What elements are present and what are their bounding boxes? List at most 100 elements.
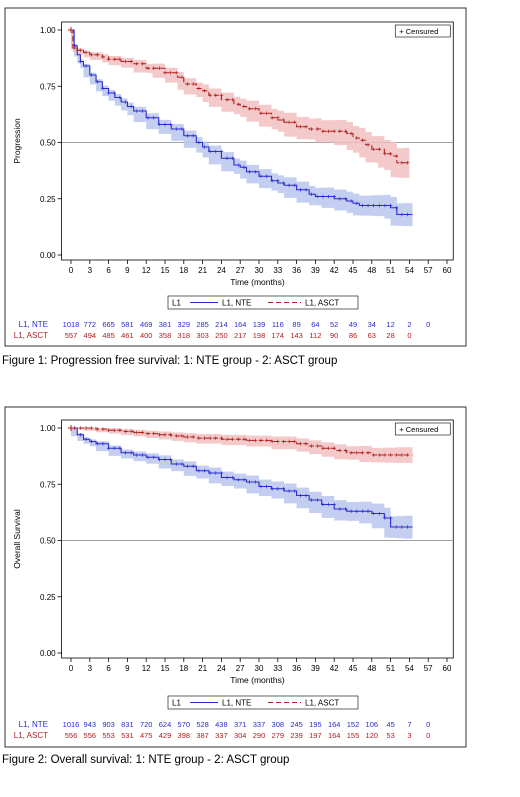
censor-mark [309, 498, 314, 502]
risk-value-nte: 772 [84, 320, 97, 329]
risk-label-nte: L1, NTE [19, 320, 48, 329]
censor-mark [185, 464, 190, 469]
censor-mark [298, 441, 303, 446]
censor-mark [292, 120, 297, 125]
x-tick-label: 30 [255, 664, 264, 673]
censor-mark [106, 91, 111, 95]
risk-value-asct: 90 [330, 331, 338, 340]
censor-mark [304, 441, 308, 446]
risk-value-nte: 469 [140, 320, 153, 329]
censor-mark [123, 100, 128, 104]
censor-mark [118, 95, 122, 100]
censor-mark [168, 70, 173, 75]
censor-mark [343, 196, 348, 201]
censor-mark [242, 437, 246, 442]
censor-mark [394, 154, 399, 158]
censor-mark [202, 468, 207, 473]
legend-box [167, 695, 359, 710]
y-tick-label: 0.75 [40, 480, 56, 489]
censor-mark [394, 525, 399, 529]
censor-mark [225, 437, 229, 442]
risk-value-asct: 398 [178, 731, 191, 740]
risk-value-asct: 197 [309, 731, 322, 740]
censor-mark [287, 183, 291, 188]
censor-mark [264, 484, 269, 489]
censor-mark [292, 489, 297, 493]
censor-mark [253, 106, 258, 111]
risk-value-asct: 155 [347, 731, 360, 740]
censor-mark [405, 453, 410, 457]
risk-value-asct: 485 [102, 331, 115, 340]
censor-mark [338, 196, 342, 201]
censor-mark [366, 450, 370, 455]
y-tick-label: 0.50 [40, 537, 56, 546]
risk-value-nte: 720 [140, 720, 153, 729]
censor-mark [287, 439, 291, 444]
confidence-band-nte [71, 428, 413, 539]
censor-mark [95, 427, 100, 431]
x-tick-label: 27 [236, 266, 245, 275]
censor-mark [129, 429, 133, 434]
censor-mark [354, 509, 359, 514]
censor-mark [371, 147, 376, 152]
risk-value-asct: 553 [102, 731, 115, 740]
censor-mark [180, 75, 184, 80]
censor-mark [236, 102, 241, 107]
censor-mark [270, 115, 274, 120]
censor-mark [394, 453, 399, 457]
figure-2-caption: Figure 2: Overall survival: 1: NTE group… [2, 754, 290, 766]
risk-value-nte: 116 [272, 320, 284, 329]
censor-mark [332, 502, 336, 507]
x-tick-label: 54 [405, 266, 414, 275]
censor-mark [315, 127, 320, 131]
censor-mark [208, 471, 212, 475]
censor-mark [163, 70, 167, 75]
censor-mark [315, 194, 320, 199]
risk-value-asct: 461 [121, 331, 134, 340]
plot-area [61, 419, 454, 659]
risk-value-nte: 371 [234, 720, 247, 729]
censor-mark [259, 111, 263, 116]
x-axis-label: Time (months) [230, 675, 285, 685]
risk-value-nte: 528 [196, 720, 209, 729]
censor-mark [174, 434, 179, 438]
censor-mark [349, 450, 353, 455]
y-axis-label: Overall Survival [12, 509, 22, 569]
censor-mark [292, 183, 297, 188]
x-tick-label: 51 [386, 266, 395, 275]
censor-mark [202, 88, 207, 93]
censor-mark [343, 507, 348, 511]
censor-mark [247, 480, 252, 484]
risk-value-nte: 64 [311, 320, 319, 329]
censor-mark [270, 178, 274, 183]
censor-mark [321, 446, 325, 451]
censor-mark [89, 426, 94, 430]
risk-value-nte: 624 [159, 720, 172, 729]
y-tick-label: 0.00 [40, 251, 56, 260]
censor-mark [230, 97, 235, 102]
censor-marks-asct [72, 46, 410, 165]
censor-mark [405, 212, 410, 217]
x-tick-label: 24 [217, 266, 226, 275]
censor-mark [304, 124, 308, 129]
censor-mark [168, 432, 173, 437]
censor-mark [118, 428, 122, 433]
x-tick-label: 15 [161, 266, 170, 275]
censor-marks-nte [72, 43, 410, 217]
censor-mark [366, 203, 370, 208]
censor-mark [219, 149, 224, 154]
risk-value-nte: 152 [347, 720, 360, 729]
censor-mark [377, 453, 382, 457]
risk-value-asct: 387 [196, 731, 209, 740]
censor-mark [123, 59, 128, 64]
censor-mark [371, 203, 376, 208]
censor-mark [321, 129, 325, 134]
figure-frame [4, 406, 467, 748]
censor-mark [219, 93, 224, 98]
censor-mark [84, 50, 88, 55]
censor-mark [225, 475, 229, 480]
risk-value-nte: 943 [84, 720, 97, 729]
x-tick-label: 60 [443, 266, 452, 275]
x-tick-label: 27 [236, 664, 245, 673]
figure-1-caption: Figure 1: Progression free survival: 1: … [2, 355, 338, 367]
